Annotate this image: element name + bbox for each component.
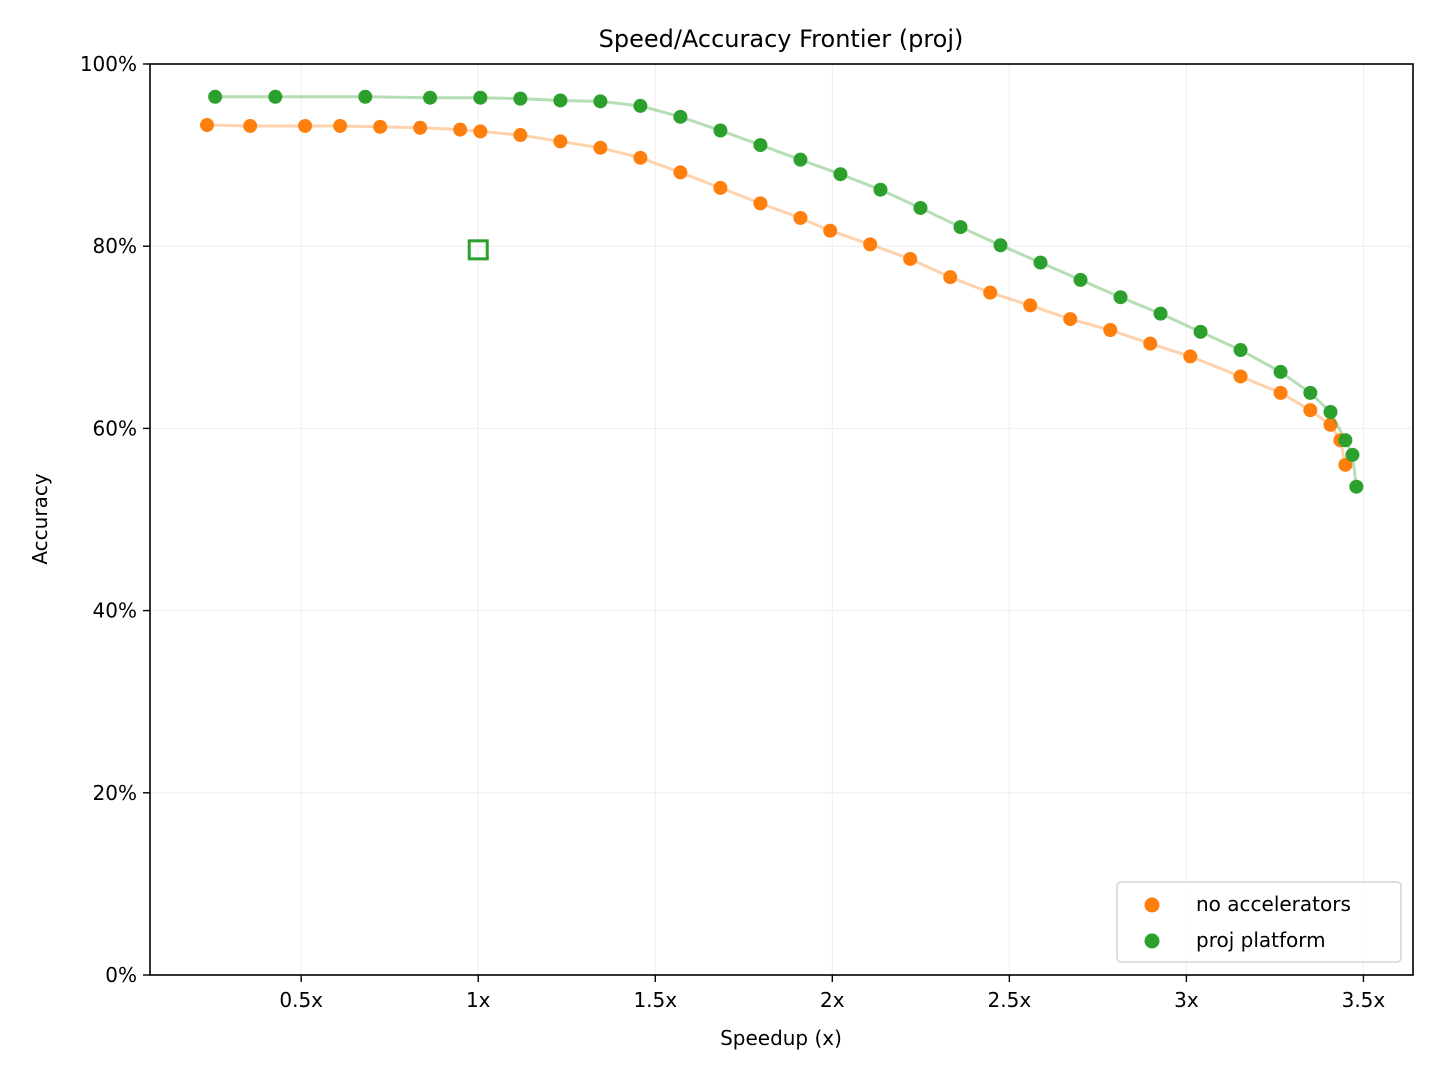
data-point [793, 210, 808, 225]
y-tick-label: 60% [93, 416, 137, 440]
data-point [473, 90, 488, 105]
data-point [553, 93, 568, 108]
data-point [373, 119, 388, 134]
data-point [873, 182, 888, 197]
data-point [753, 138, 768, 153]
y-tick-label: 80% [93, 234, 137, 258]
data-point [633, 98, 648, 113]
legend-label-proj-platform: proj platform [1196, 928, 1326, 952]
x-tick-label: 3x [1174, 988, 1199, 1012]
y-tick-label: 40% [93, 599, 137, 623]
data-point [1193, 324, 1208, 339]
data-point [983, 285, 998, 300]
reference-square-marker [467, 239, 489, 261]
data-point [1349, 479, 1364, 494]
data-point [1303, 385, 1318, 400]
legend-marker-proj-platform [1144, 933, 1160, 949]
data-point [673, 109, 688, 124]
data-point [1323, 417, 1338, 432]
data-point [753, 196, 768, 211]
data-point [1143, 336, 1158, 351]
data-point [453, 122, 468, 137]
data-point [1323, 405, 1338, 420]
data-point [823, 223, 838, 238]
grid [150, 63, 1413, 976]
y-tick-label: 100% [80, 52, 137, 76]
y-axis-label: Accuracy [28, 473, 52, 564]
x-tick-label: 2x [820, 988, 845, 1012]
data-point [1073, 272, 1088, 287]
legend: no accelerators proj platform [1116, 881, 1402, 963]
data-point [593, 140, 608, 155]
data-point [1233, 369, 1248, 384]
data-point [993, 238, 1008, 253]
y-axis: 0% 20% 40% 60% 80% 100% [80, 52, 150, 987]
data-point [1023, 298, 1038, 313]
data-point [200, 118, 215, 133]
y-tick-label: 0% [105, 963, 137, 987]
data-point [513, 91, 528, 106]
data-point [1233, 343, 1248, 358]
data-point [903, 251, 918, 266]
data-point [1338, 457, 1353, 472]
data-point [473, 124, 488, 139]
legend-box [1116, 881, 1402, 963]
data-point [1345, 447, 1360, 462]
data-point [1338, 433, 1353, 448]
data-point [1113, 290, 1128, 305]
data-point [913, 200, 928, 215]
data-point [793, 152, 808, 167]
data-point [713, 123, 728, 138]
legend-marker-no-accelerators [1144, 897, 1160, 913]
data-point [298, 118, 313, 133]
y-tick-label: 20% [93, 781, 137, 805]
data-point [863, 237, 878, 252]
data-point [423, 90, 438, 105]
x-tick-label: 2.5x [988, 988, 1032, 1012]
series-layer [200, 89, 1364, 494]
data-point [953, 220, 968, 235]
data-point [713, 180, 728, 195]
data-point [1153, 306, 1168, 321]
x-tick-label: 1x [466, 988, 491, 1012]
x-axis: 0.5x 1x 1.5x 2x 2.5x 3x 3.5x [279, 975, 1385, 1012]
data-point [1273, 385, 1288, 400]
x-axis-label: Speedup (x) [720, 1026, 842, 1050]
data-point [833, 167, 848, 182]
data-point [943, 270, 958, 285]
data-point [1273, 364, 1288, 379]
data-point [333, 118, 348, 133]
series-line-0 [206, 123, 1347, 466]
chart-title: Speed/Accuracy Frontier (proj) [599, 25, 964, 53]
data-point [358, 89, 373, 104]
data-point [208, 89, 223, 104]
plot-frame [149, 63, 1414, 976]
data-point [553, 134, 568, 149]
data-point [1103, 323, 1118, 338]
data-point [1303, 403, 1318, 418]
x-tick-label: 3.5x [1342, 988, 1386, 1012]
data-point [268, 89, 283, 104]
data-point [1063, 312, 1078, 327]
x-tick-label: 1.5x [633, 988, 677, 1012]
data-point [243, 118, 258, 133]
data-point [413, 120, 428, 135]
legend-label-no-accelerators: no accelerators [1196, 892, 1351, 916]
data-point [673, 165, 688, 180]
data-point [593, 94, 608, 109]
data-point [1033, 255, 1048, 270]
data-point [633, 150, 648, 165]
x-tick-label: 0.5x [279, 988, 323, 1012]
data-point [513, 128, 528, 143]
data-point [1183, 349, 1198, 364]
